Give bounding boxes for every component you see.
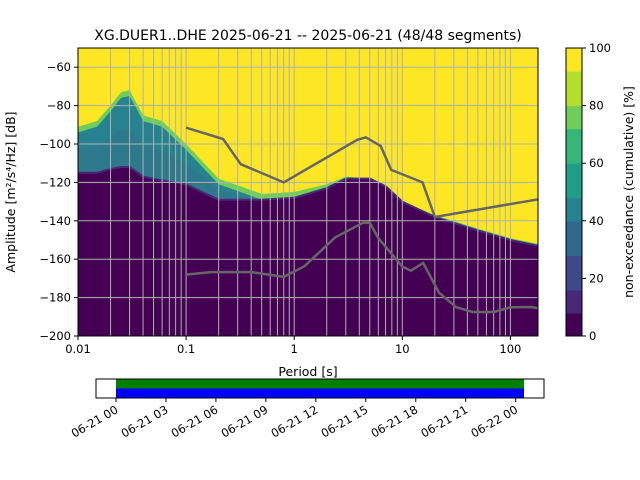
colorbar-segment <box>566 324 582 337</box>
y-tick-label: −180 <box>39 291 71 305</box>
colorbar-segment <box>566 266 582 279</box>
colorbar-segment <box>566 163 582 176</box>
y-tick-label: −120 <box>39 175 71 189</box>
colorbar-segment <box>566 243 582 256</box>
y-tick-label: −200 <box>39 329 71 343</box>
timeline-tick-label: 06-22 00 <box>468 402 520 440</box>
colorbar-segment <box>566 255 582 268</box>
colorbar-segment <box>566 59 582 72</box>
x-tick-label: 100 <box>499 342 521 356</box>
colorbar-segment <box>566 105 582 118</box>
coverage-bar-blue <box>115 388 525 398</box>
y-tick-label: −140 <box>39 214 71 228</box>
timeline-tick-label: 06-21 03 <box>119 402 171 440</box>
colorbar-segment <box>566 71 582 84</box>
y-tick-label: −80 <box>47 99 71 113</box>
series-line-nlnm <box>185 221 538 314</box>
colorbar-segment <box>566 278 582 291</box>
colorbar-tick-label: 60 <box>589 156 604 170</box>
colorbar-segment <box>566 220 582 233</box>
x-axis-label: Period [s] <box>278 364 337 379</box>
timeline-tick-label: 06-21 12 <box>269 402 321 440</box>
colorbar-tick-label: 100 <box>589 41 611 55</box>
colorbar-segment <box>566 82 582 95</box>
colorbar-label: non-exceedance (cumulative) [%] <box>621 86 636 298</box>
y-tick-label: −60 <box>47 60 71 74</box>
ppsd-zero-region <box>78 167 538 336</box>
timeline-tick-label: 06-21 00 <box>69 402 121 440</box>
x-tick-label: 10 <box>395 342 410 356</box>
timeline-frame <box>95 378 545 399</box>
colorbar-tick-label: 40 <box>589 214 604 228</box>
y-tick-label: −160 <box>39 252 71 266</box>
colorbar-tick-label: 80 <box>589 99 604 113</box>
colorbar-segment <box>566 232 582 245</box>
colorbar-frame <box>565 47 583 337</box>
colorbar-segment <box>566 197 582 210</box>
timeline-tick-label: 06-21 21 <box>418 402 470 440</box>
ppsd-layers <box>78 48 538 336</box>
colorbar-segment <box>566 312 582 325</box>
colorbar-segment <box>566 140 582 153</box>
colorbar-segment <box>566 174 582 187</box>
colorbar-segment <box>566 289 582 302</box>
colorbar: 0 20 40 60 80 100 <box>565 41 611 343</box>
x-tick-label: 0.01 <box>65 342 91 356</box>
timeline-tick-label: 06-21 09 <box>219 402 271 440</box>
colorbar-segment <box>566 186 582 199</box>
colorbar-segment <box>566 128 582 141</box>
timeline-tick-label: 06-21 18 <box>368 402 420 440</box>
x-tick-label: 0.1 <box>177 342 195 356</box>
timeline-tick-label: 06-21 06 <box>169 402 221 440</box>
x-tick-label: 1 <box>291 342 298 356</box>
colorbar-segment <box>566 94 582 107</box>
colorbar-tick-label: 20 <box>589 271 604 285</box>
chart-title: XG.DUER1..DHE 2025-06-21 -- 2025-06-21 (… <box>94 28 522 44</box>
colorbar-segment <box>566 151 582 164</box>
colorbar-segment <box>566 117 582 130</box>
ppsd-plot-area: 0.01 0.1 1 10 100 −200 −180 −160 −140 −120 −100 −80… <box>39 47 539 356</box>
y-axis-label: Amplitude [m²/s⁴/Hz] [dB] <box>3 111 18 272</box>
colorbar-segment <box>566 209 582 222</box>
colorbar-segment <box>566 301 582 314</box>
timeline-tick-label: 06-21 15 <box>319 402 371 440</box>
y-tick-label: −100 <box>39 137 71 151</box>
plot-frame <box>77 47 539 337</box>
colorbar-segment <box>566 48 582 61</box>
coverage-bar-green <box>115 379 525 389</box>
colorbar-tick-label: 0 <box>589 329 596 343</box>
series-line-nhnm <box>185 126 538 219</box>
